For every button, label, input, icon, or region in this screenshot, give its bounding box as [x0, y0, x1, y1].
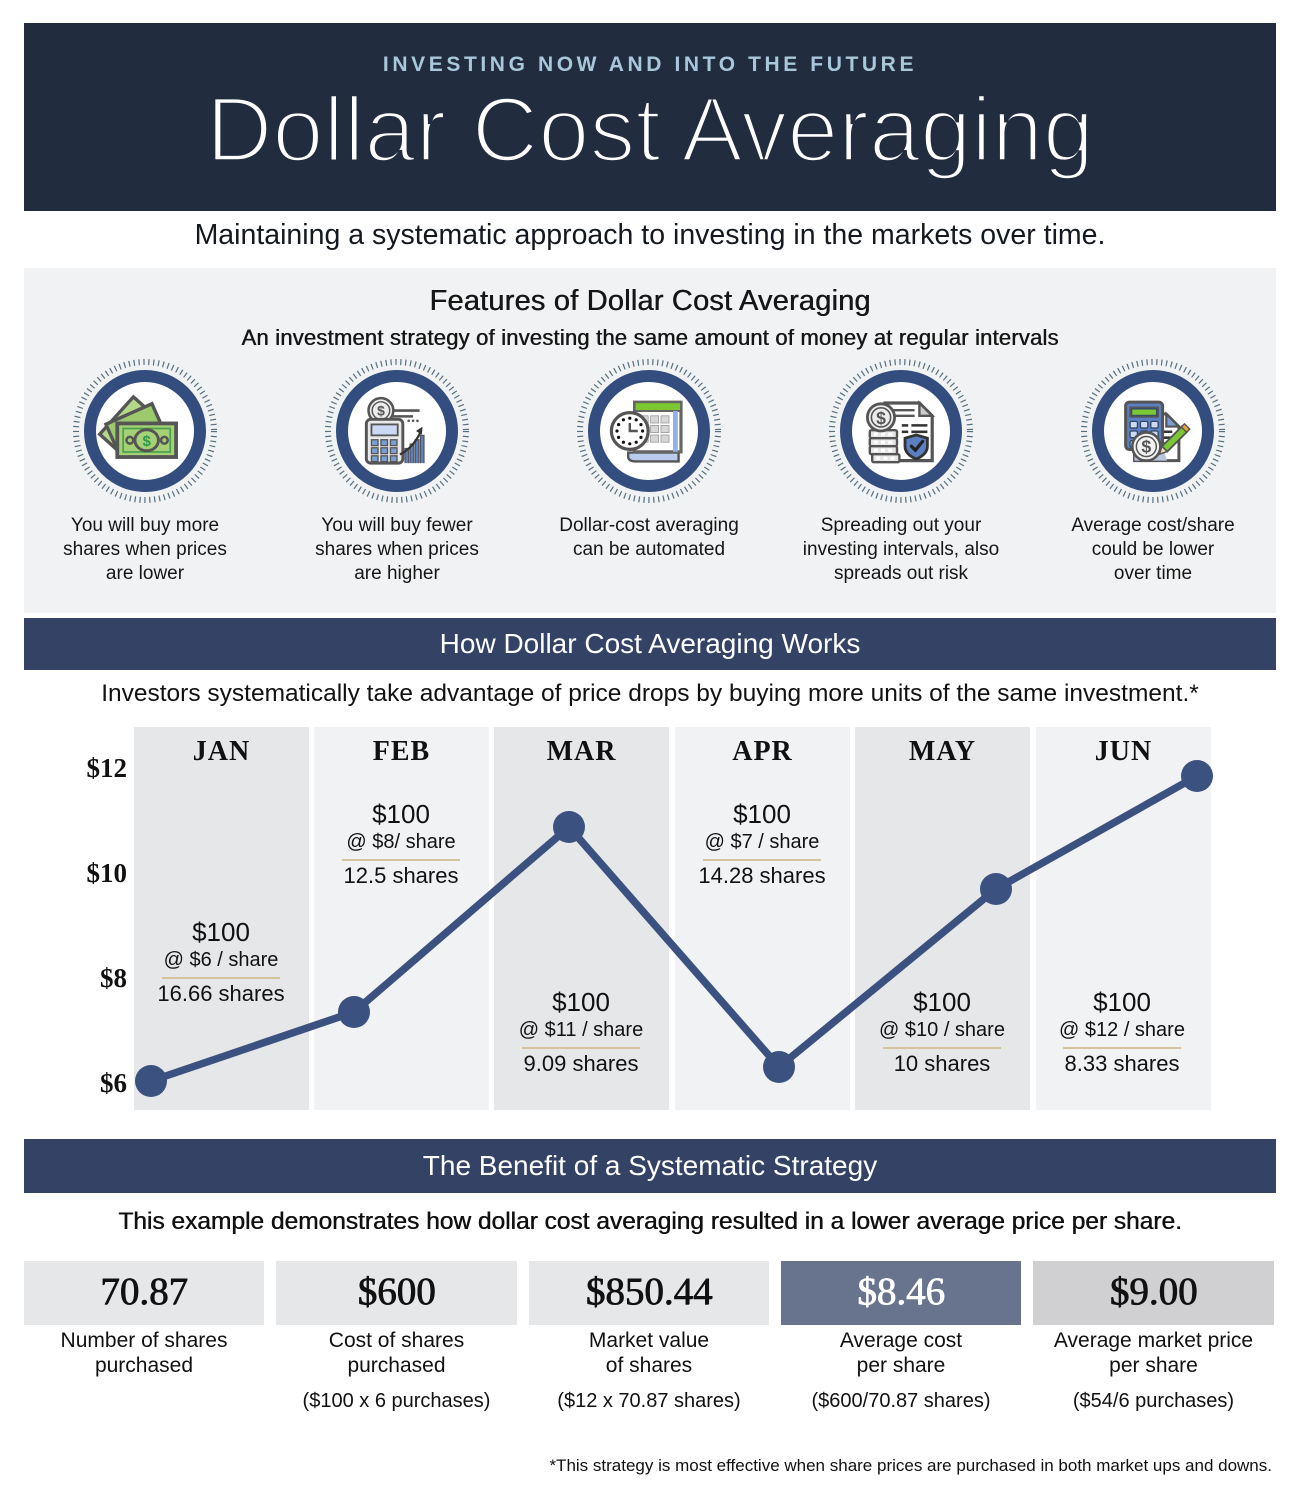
svg-text:$: $: [377, 403, 385, 419]
svg-text:$: $: [1141, 436, 1151, 456]
svg-text:$: $: [142, 433, 151, 450]
svg-text:$: $: [876, 408, 886, 428]
